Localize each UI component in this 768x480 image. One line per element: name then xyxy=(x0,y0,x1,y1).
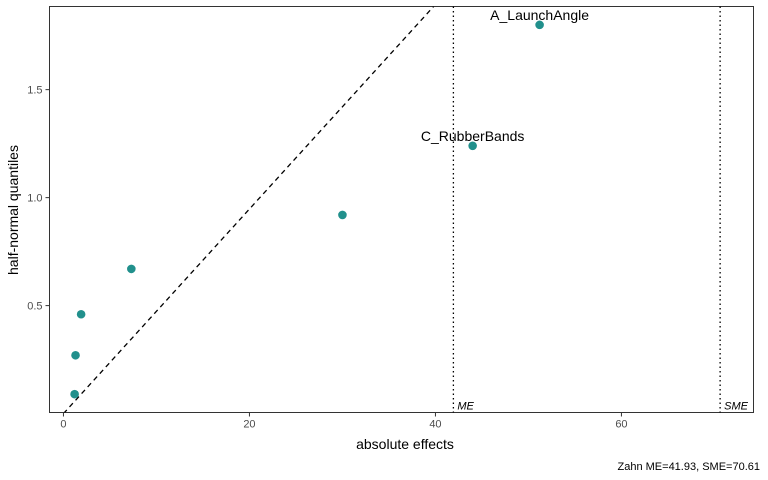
x-tick-label: 0 xyxy=(60,419,66,431)
data-point xyxy=(338,210,347,220)
x-tick-label: 20 xyxy=(243,419,255,431)
point-labels: ME SME C_RubberBands A_LaunchAngle xyxy=(421,7,749,413)
y-axis-title: half-normal quantiles xyxy=(5,145,21,275)
data-points xyxy=(70,20,544,399)
chart-caption: Zahn ME=41.93, SME=70.61 xyxy=(618,461,760,473)
x-axis: 0 20 40 60 xyxy=(60,412,628,431)
y-tick-label: 1.5 xyxy=(27,85,42,97)
x-axis-title: absolute effects xyxy=(356,436,454,452)
reference-line xyxy=(63,6,435,413)
point-label: C_RubberBands xyxy=(421,128,525,144)
vline-label-sme: SME xyxy=(724,401,749,413)
x-tick-label: 60 xyxy=(615,419,627,431)
data-point xyxy=(468,141,477,151)
y-axis: 0.5 1.0 1.5 xyxy=(27,85,50,313)
plot-panel-border xyxy=(49,6,754,413)
data-point xyxy=(71,350,80,360)
data-point xyxy=(127,264,136,274)
data-point xyxy=(76,309,86,319)
y-tick-label: 1.0 xyxy=(27,193,42,205)
point-label: A_LaunchAngle xyxy=(490,7,589,23)
data-point xyxy=(70,389,79,399)
reference-lines xyxy=(63,6,721,413)
x-tick-label: 40 xyxy=(429,419,441,431)
vline-label-me: ME xyxy=(457,401,474,413)
y-tick-label: 0.5 xyxy=(27,301,42,313)
data-point xyxy=(535,20,544,30)
